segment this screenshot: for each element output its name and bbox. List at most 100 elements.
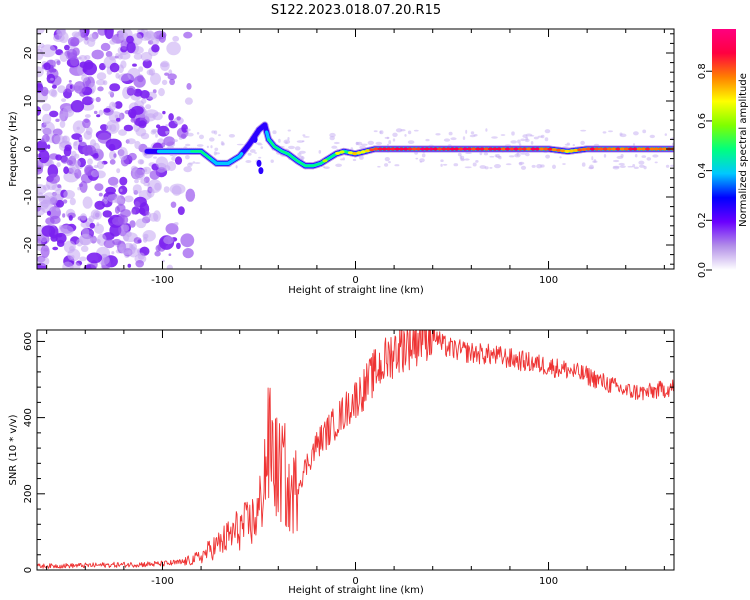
ridge-peak — [428, 147, 434, 151]
noise-blob — [64, 44, 70, 51]
noise-blob — [84, 36, 89, 41]
halo-speck — [627, 165, 634, 168]
halo-speck — [196, 132, 200, 135]
ridge-peak — [505, 147, 511, 151]
noise-blob — [165, 124, 169, 127]
noise-blob — [142, 59, 152, 69]
ridge-peak — [381, 147, 388, 151]
noise-blob — [169, 183, 186, 195]
halo-speck — [533, 136, 539, 140]
noise-blob — [186, 83, 192, 90]
halo-speck — [665, 164, 670, 168]
noise-blob — [41, 86, 49, 97]
y-tick-label: -20 — [23, 237, 34, 253]
halo-speck — [592, 160, 598, 163]
noise-blob — [135, 260, 144, 268]
noise-blob — [98, 109, 104, 116]
halo-speck — [641, 155, 647, 158]
noise-blob — [68, 215, 73, 221]
halo-speck — [612, 159, 620, 163]
noise-blob — [103, 108, 111, 113]
noise-blob — [167, 73, 177, 80]
noise-blob — [80, 32, 87, 38]
ridge-peak — [615, 147, 621, 151]
halo-speck — [384, 157, 390, 162]
noise-blob — [90, 170, 100, 178]
noise-blob — [99, 63, 106, 71]
ridge-peak — [611, 147, 617, 151]
noise-blob — [176, 116, 181, 121]
halo-speck — [329, 136, 335, 141]
halo-speck — [448, 131, 453, 136]
noise-blob — [149, 170, 160, 180]
halo-speck — [465, 152, 472, 155]
noise-blob — [96, 72, 107, 81]
halo-speck — [518, 162, 523, 166]
noise-blob — [182, 248, 194, 259]
noise-blob — [66, 48, 78, 60]
ridge-peak — [581, 147, 587, 151]
noise-blob — [40, 121, 55, 135]
ridge-peak — [335, 151, 341, 155]
ridge-peak — [462, 147, 468, 151]
ridge-streak — [256, 159, 262, 167]
noise-blob — [138, 66, 144, 72]
y-tick-label: 20 — [23, 47, 34, 60]
noise-blob — [180, 233, 195, 248]
noise-blob — [68, 80, 72, 83]
ridge-peak — [530, 147, 536, 151]
ridge-peak — [606, 147, 613, 151]
ridge-peak — [390, 147, 396, 151]
ridge-peak — [534, 147, 540, 151]
noise-blob — [155, 156, 168, 169]
noise-blob — [134, 140, 141, 150]
snr-ticks: -100 0 100 0 200 400 600 — [23, 330, 674, 587]
noise-blob — [116, 168, 121, 174]
halo-speck — [285, 141, 288, 144]
x-tick-label: -100 — [151, 275, 174, 286]
ridge-peak — [415, 147, 421, 151]
noise-blob — [139, 159, 144, 165]
ridge-peak — [662, 147, 668, 151]
noise-blob — [132, 168, 146, 180]
noise-blob — [82, 96, 94, 106]
ridge-peak — [411, 147, 417, 151]
halo-speck — [210, 145, 213, 149]
halo-speck — [552, 164, 556, 169]
halo-speck — [296, 140, 304, 143]
halo-speck — [489, 155, 495, 158]
halo-speck — [442, 163, 448, 166]
halo-speck — [214, 130, 218, 135]
noise-blob — [59, 113, 66, 122]
halo-speck — [462, 136, 466, 141]
noise-blob — [176, 242, 181, 250]
halo-speck — [331, 145, 338, 149]
noise-blob — [95, 96, 101, 103]
ridge-peak — [347, 151, 354, 155]
ridge-peak — [377, 147, 383, 151]
ridge-peak — [509, 147, 515, 151]
noise-blob — [91, 49, 104, 60]
noise-blob — [160, 60, 170, 71]
halo-speck — [395, 128, 403, 133]
noise-blob — [47, 173, 60, 184]
halo-speck — [500, 134, 506, 136]
y-tick-label: -10 — [23, 189, 34, 205]
halo-speck — [450, 137, 457, 141]
noise-blob — [138, 120, 147, 129]
noise-blob — [98, 192, 103, 197]
halo-speck — [194, 162, 201, 164]
noise-blob — [46, 210, 52, 216]
noise-blob — [69, 163, 79, 174]
noise-blob — [63, 166, 69, 174]
halo-speck — [633, 131, 639, 136]
noise-blob — [42, 134, 50, 143]
noise-blob — [130, 117, 137, 123]
noise-blob — [76, 126, 80, 130]
halo-speck — [638, 160, 645, 165]
ridge-peak — [424, 147, 430, 151]
halo-speck — [254, 152, 257, 154]
noise-blob — [133, 237, 142, 244]
noise-blob — [156, 124, 161, 129]
noise-blob — [113, 153, 117, 158]
